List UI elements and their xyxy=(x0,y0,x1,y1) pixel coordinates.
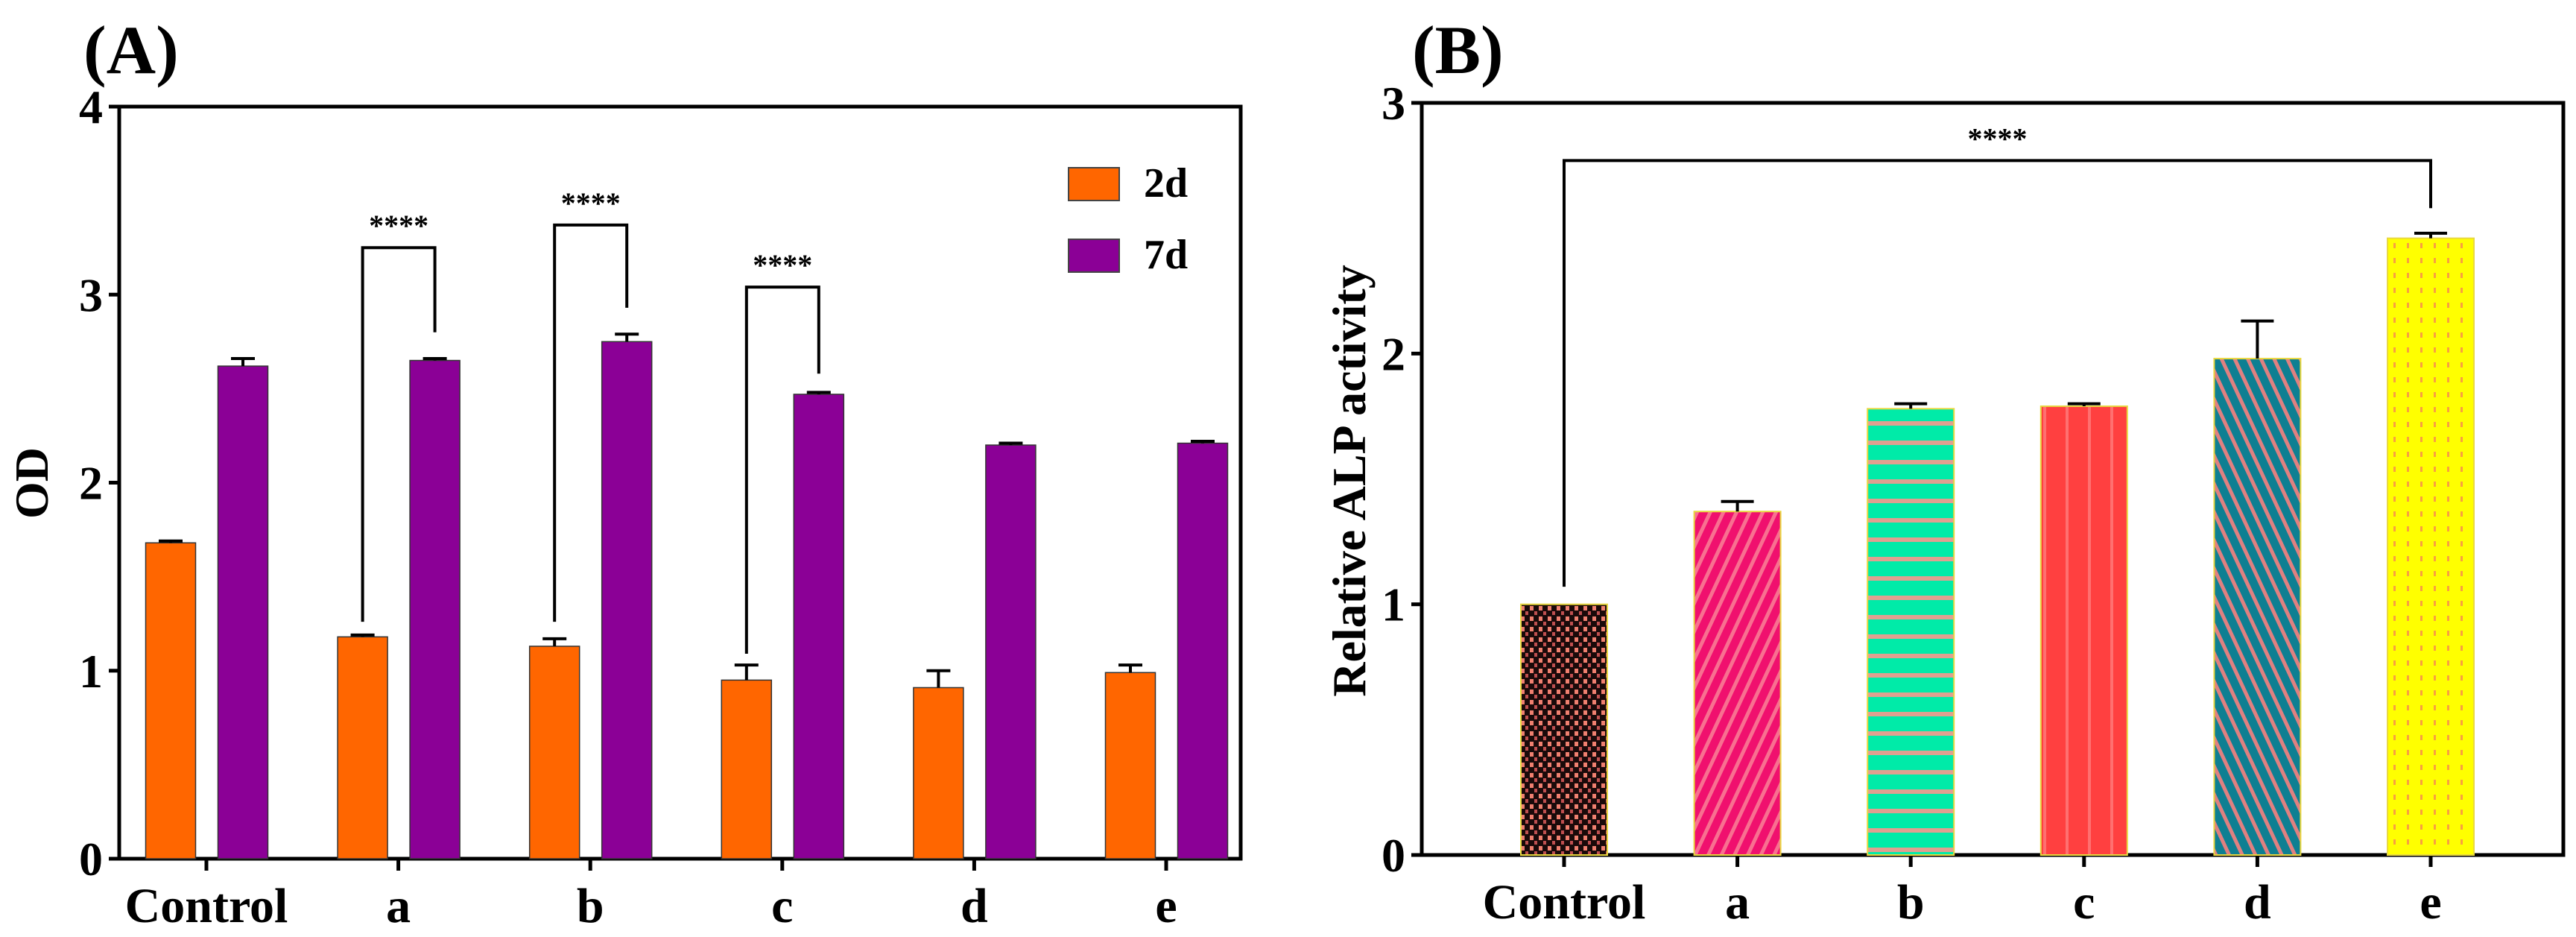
bar-e xyxy=(2387,237,2475,856)
significance-bracket xyxy=(553,223,629,622)
significance-bracket xyxy=(361,246,437,622)
panel-b: (B) Relative ALP activity 0 1 2 3 Control a b c… xyxy=(1323,12,2566,930)
y-tick-label: 0 xyxy=(79,833,103,886)
significance-bracket xyxy=(744,285,820,654)
bar-7d-d xyxy=(985,444,1037,859)
bar-2d-b xyxy=(528,646,580,859)
x-tick-label: e xyxy=(1155,879,1177,933)
legend-label-2d: 2d xyxy=(1144,160,1188,206)
y-tick-label: 2 xyxy=(79,457,103,510)
x-tick-label: Control xyxy=(1483,875,1646,930)
bar-2d-e xyxy=(1104,672,1156,859)
plot-frame xyxy=(1420,101,2566,857)
bar-7d-e xyxy=(1177,442,1229,859)
panel-b-y-axis-label: Relative ALP activity xyxy=(1323,265,1376,696)
y-tick-label: 0 xyxy=(1382,829,1405,882)
bar-a xyxy=(1693,511,1782,856)
x-tick-label: c xyxy=(2073,875,2095,930)
significance-label: **** xyxy=(561,186,621,220)
panel-a: (A) OD 0 1 2 3 4 Control a b c d e **** **** **** 2d … xyxy=(5,12,1243,933)
bar-c xyxy=(2039,405,2128,856)
plot-frame xyxy=(117,104,1243,861)
x-tick-label: d xyxy=(961,879,988,933)
y-tick-label: 1 xyxy=(1382,578,1405,631)
significance-bracket xyxy=(1563,159,2432,587)
significance-label: **** xyxy=(1968,122,2028,155)
x-tick-label: b xyxy=(1897,875,1925,930)
x-tick-label: e xyxy=(2420,875,2441,930)
significance-label: **** xyxy=(753,248,812,282)
bar-7d-a xyxy=(409,359,461,859)
bar-7d-b xyxy=(601,341,653,859)
bar-7d-c xyxy=(793,394,845,859)
legend: 2d 7d xyxy=(1068,160,1188,278)
bar-2d-d xyxy=(913,687,964,859)
panel-a-y-axis-label: OD xyxy=(5,447,58,519)
bar-2d-Control xyxy=(145,542,197,859)
bar-b xyxy=(1867,408,1955,856)
y-tick-label: 1 xyxy=(79,645,103,698)
x-tick-label: Control xyxy=(125,879,288,933)
legend-swatch-7d xyxy=(1068,239,1120,273)
x-tick-label: d xyxy=(2244,875,2271,930)
y-tick-label: 4 xyxy=(79,81,103,133)
x-tick-label: c xyxy=(771,879,793,933)
x-tick-label: b xyxy=(577,879,604,933)
y-tick-label: 3 xyxy=(79,268,103,321)
bar-7d-Control xyxy=(217,365,269,859)
bar-Control xyxy=(1520,603,1608,856)
bar-2d-c xyxy=(721,679,773,859)
significance-label: **** xyxy=(369,209,428,242)
x-tick-label: a xyxy=(386,879,411,933)
legend-label-7d: 7d xyxy=(1144,232,1188,278)
y-tick-label: 3 xyxy=(1382,77,1405,130)
panel-a-label: (A) xyxy=(83,12,179,88)
y-tick-label: 2 xyxy=(1382,327,1405,380)
legend-swatch-2d xyxy=(1068,167,1120,201)
bar-d xyxy=(2213,358,2302,856)
bar-2d-a xyxy=(337,636,388,859)
panel-b-label: (B) xyxy=(1412,12,1504,88)
x-tick-label: a xyxy=(1725,875,1750,930)
